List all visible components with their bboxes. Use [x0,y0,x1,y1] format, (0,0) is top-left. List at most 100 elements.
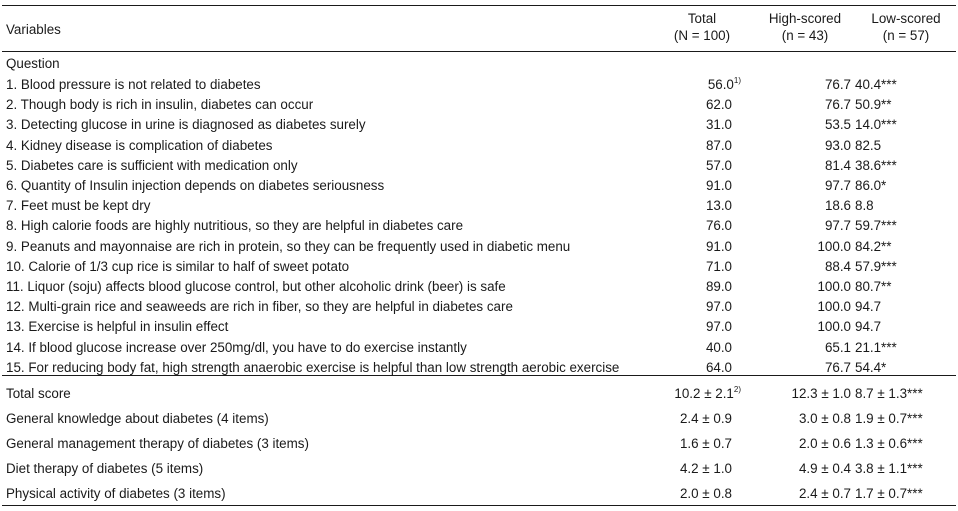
header-total: Total (N = 100) [660,10,744,44]
high-scored-value: 93.0 [824,137,851,153]
low-scored-value: 8.8 [855,198,874,214]
table-row: 2. Though body is rich in insulin, diabe… [0,95,958,115]
questions-bottom-rule [2,375,956,376]
total-number: 40.0 [705,339,732,355]
row-label: 9. Peanuts and mayonnaise are rich in pr… [6,238,571,254]
header-total-n: (N = 100) [673,28,731,43]
header-high-label: High-scored [768,11,842,26]
header-high-scored: High-scored (n = 43) [755,10,855,44]
table-row: 13. Exercise is helpful in insulin effec… [0,317,958,337]
row-label: 7. Feet must be kept dry [6,198,151,214]
low-scored-value: 50.9** [855,97,892,113]
table-row: 4. Kidney disease is complication of dia… [0,136,958,156]
total-value: 71.0 [645,257,741,277]
total-number: 10.2 ± 2.1 [674,386,734,401]
table-row: Physical activity of diabetes (3 items) 2… [0,481,958,506]
total-number: 97.0 [705,319,732,335]
high-scored-value: 100.0 [817,319,851,335]
header-high-n: (n = 43) [781,28,829,43]
total-value: 10.2 ± 2.12) [645,381,741,406]
row-label: General management therapy of diabetes (… [6,436,309,451]
total-number: 56.0 [707,77,734,92]
header-total-label: Total [687,11,717,26]
total-value: 87.0 [645,136,741,156]
row-label: 10. Calorie of 1/3 cup rice is similar t… [6,258,350,274]
low-scored-value: 14.0*** [855,117,897,133]
high-scored-value: 76.7 [824,97,851,113]
section-label-row: Question [0,54,958,74]
total-value: 1.6 ± 0.7 [645,431,741,456]
total-value: 91.0 [645,176,741,196]
total-number: 91.0 [705,238,732,254]
low-scored-value: 94.7 [855,299,882,315]
total-number: 4.2 ± 1.0 [679,461,732,476]
total-value: 13.0 [645,196,741,216]
high-scored-value: 97.7 [824,218,851,234]
high-scored-value: 2.4 ± 0.7 [798,486,851,501]
header-low-label: Low-scored [871,11,941,26]
high-scored-value: 65.1 [824,339,851,355]
total-number: 13.0 [705,198,732,214]
high-scored-value: 12.3 ± 1.0 [791,386,851,401]
table-row: General management therapy of diabetes (… [0,431,958,456]
high-scored-value: 4.9 ± 0.4 [798,461,851,476]
low-scored-value: 8.7 ± 1.3*** [855,386,923,401]
low-scored-value: 82.5 [855,137,882,153]
table-row: 3. Detecting glucose in urine is diagnos… [0,115,958,135]
footnote-marker: 1) [733,76,741,85]
total-number: 71.0 [705,258,732,274]
total-value: 62.0 [645,95,741,115]
row-label: 1. Blood pressure is not related to diab… [6,77,261,92]
high-scored-value: 53.5 [824,117,851,133]
low-scored-value: 1.7 ± 0.7*** [855,486,923,501]
total-number: 91.0 [705,178,732,193]
total-number: 87.0 [705,137,732,153]
low-scored-value: 21.1*** [855,339,897,355]
low-scored-value: 54.4* [855,359,887,375]
total-number: 2.4 ± 0.9 [679,411,732,426]
table-row: 14. If blood glucose increase over 250mg… [0,338,958,358]
table-row: 10. Calorie of 1/3 cup rice is similar t… [0,257,958,277]
total-number: 64.0 [705,359,732,375]
low-scored-value: 94.7 [855,319,882,335]
low-scored-value: 1.3 ± 0.6*** [855,436,923,451]
table-row: 7. Feet must be kept dry 13.0 18.6 8.8 [0,196,958,216]
total-number: 1.6 ± 0.7 [679,436,732,451]
high-scored-value: 100.0 [817,238,851,254]
row-label: Diet therapy of diabetes (5 items) [6,461,204,476]
low-scored-value: 86.0* [855,178,887,193]
low-scored-value: 59.7*** [855,218,897,234]
section-label: Question [6,56,60,71]
low-scored-value: 40.4*** [855,77,897,92]
row-label: Total score [6,386,71,401]
row-label: 12. Multi-grain rice and seaweeds are ri… [6,299,513,315]
total-value: 56.01) [645,75,741,95]
row-label: 13. Exercise is helpful in insulin effec… [6,319,229,335]
total-number: 97.0 [705,299,732,315]
row-label: 15. For reducing body fat, high strength… [6,359,620,375]
table-row: 6. Quantity of Insulin injection depends… [0,176,958,196]
table-row: 5. Diabetes care is sufficient with medi… [0,156,958,176]
total-number: 31.0 [705,117,732,133]
total-value: 31.0 [645,115,741,135]
total-value: 57.0 [645,156,741,176]
table-row: 9. Peanuts and mayonnaise are rich in pr… [0,237,958,257]
total-number: 76.0 [705,218,732,234]
row-label: 14. If blood glucose increase over 250mg… [6,339,467,355]
high-scored-value: 100.0 [817,299,851,315]
row-label: 11. Liquor (soju) affects blood glucose … [6,279,506,294]
high-scored-value: 81.4 [824,157,851,173]
total-number: 89.0 [705,279,732,294]
header-low-scored: Low-scored (n = 57) [858,10,954,44]
total-value: 97.0 [645,317,741,337]
total-number: 62.0 [705,97,732,113]
total-value: 89.0 [645,277,741,297]
table-row: 15. For reducing body fat, high strength… [0,358,958,378]
row-label: 3. Detecting glucose in urine is diagnos… [6,117,366,133]
table-row: General knowledge about diabetes (4 item… [0,406,958,431]
high-scored-value: 76.7 [824,359,851,375]
total-number: 2.0 ± 0.8 [679,486,732,501]
total-value: 40.0 [645,338,741,358]
header-low-n: (n = 57) [882,28,930,43]
low-scored-value: 57.9*** [855,258,897,274]
